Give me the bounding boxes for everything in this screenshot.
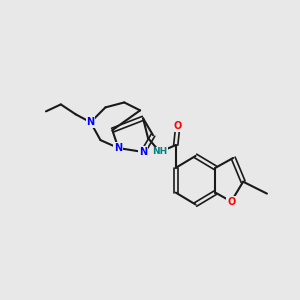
Text: NH: NH	[152, 148, 167, 157]
Text: N: N	[86, 117, 94, 127]
Text: N: N	[139, 147, 147, 157]
Text: N: N	[114, 143, 122, 153]
Text: O: O	[174, 121, 182, 131]
Text: O: O	[227, 196, 236, 206]
